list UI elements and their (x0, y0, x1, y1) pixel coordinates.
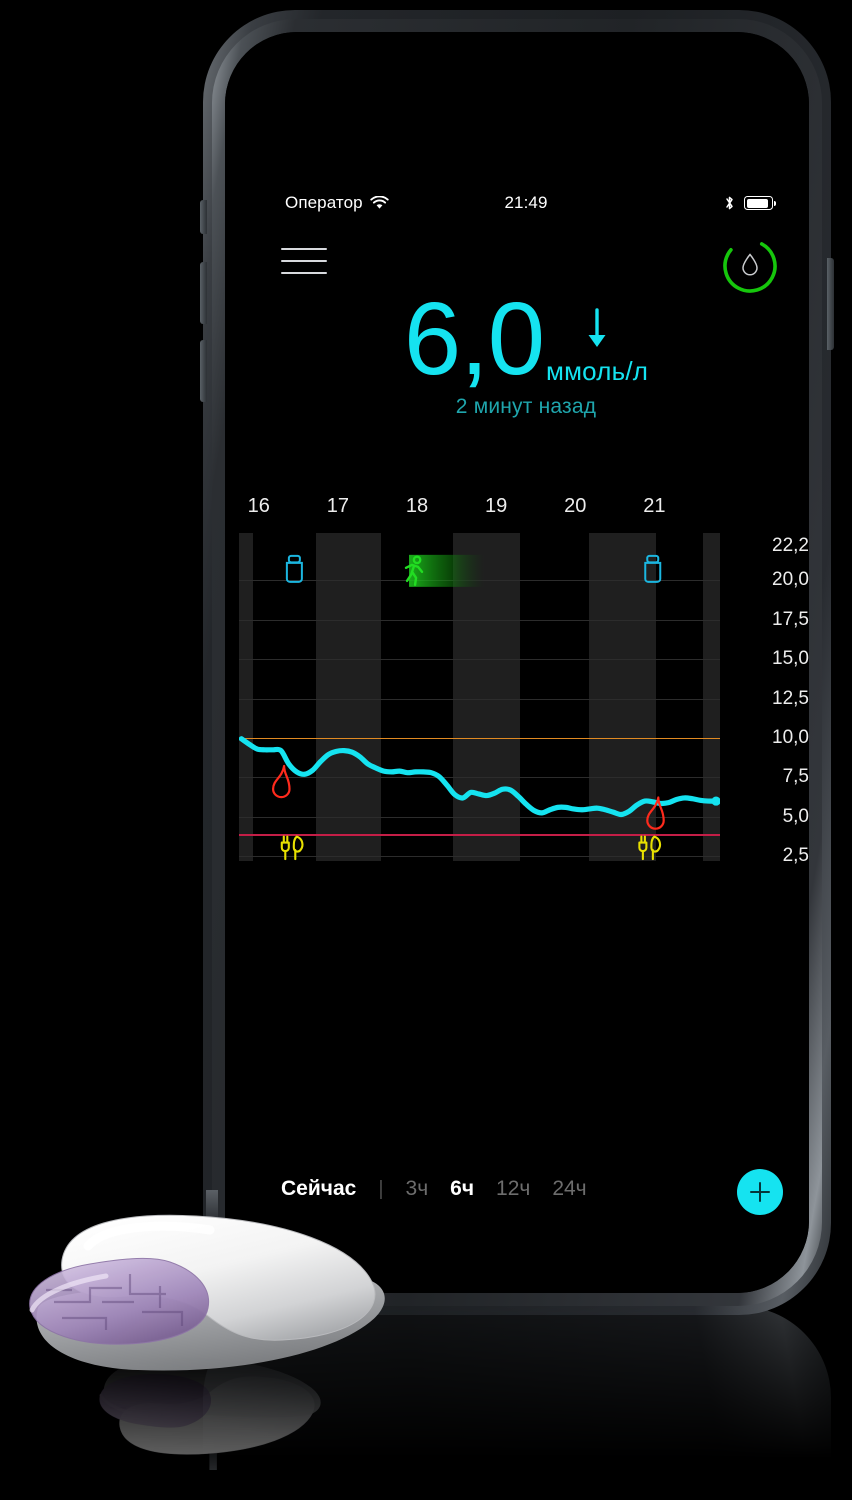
chart-svg (239, 554, 720, 861)
chart-y-axis: 22,2 20,0 17,5 15,0 12,5 10,0 7,5 5,0 2,5 (755, 517, 809, 867)
bluetooth-icon (726, 196, 733, 210)
range-button-24ч[interactable]: 24ч (552, 1177, 587, 1200)
volume-down-button[interactable] (200, 340, 207, 402)
x-tick-label: 20 (564, 495, 587, 517)
reading-age-label: 2 минут назад (455, 394, 597, 418)
sensor-transmitter-highlight (29, 1273, 109, 1313)
range-button-6ч[interactable]: 6ч (450, 1177, 475, 1200)
chart-plot-area[interactable] (239, 533, 720, 861)
glucose-line (239, 736, 719, 818)
chart-shaded-band (239, 533, 254, 861)
range-button-12ч[interactable]: 12ч (496, 1177, 531, 1200)
insulin-vial-icon (285, 554, 303, 583)
chart-shaded-band (703, 533, 720, 861)
app-screen: Оператор 21:49 (225, 32, 809, 1293)
carrier-label: Оператор (285, 193, 363, 212)
time-range-toolbar[interactable]: Сейчас | 3ч 6ч 12ч 24ч (281, 1177, 609, 1201)
y-tick-label: 10,0 (772, 727, 809, 748)
reading-row: 6,0 ммоль/л (225, 281, 809, 396)
chart-shaded-band (315, 533, 382, 861)
threshold-line-high (239, 738, 720, 740)
insulin-vial-icon (644, 554, 662, 583)
fork-knife-icon (280, 835, 304, 861)
range-now-button[interactable]: Сейчас (281, 1177, 357, 1200)
chart-x-axis: 16 17 18 19 20 21 (225, 487, 809, 527)
y-tick-label: 20,0 (772, 569, 809, 591)
glucose-value: 6,0 (403, 281, 545, 396)
y-tick-label: 22,2 (772, 534, 809, 556)
sensor-transmitter (29, 1257, 210, 1345)
blood-drop-marker (271, 764, 291, 799)
status-bar-left: Оператор (285, 193, 389, 213)
droplet-icon (742, 253, 758, 276)
phone-bezel: Оператор 21:49 (212, 19, 822, 1306)
chart-gridline (239, 619, 720, 621)
sensor-highlight (83, 1221, 215, 1251)
range-button-3ч[interactable]: 3ч (405, 1177, 429, 1200)
status-bar-time: 21:49 (504, 193, 548, 212)
chart-gridline (239, 856, 720, 858)
current-reading-dot (711, 796, 720, 806)
phone-screen: Оператор 21:49 (225, 32, 809, 1293)
phone-device: Оператор 21:49 (200, 10, 834, 1315)
y-tick-label: 2,5 (782, 845, 809, 867)
y-tick-label: 7,5 (782, 766, 809, 788)
y-tick-label: 15,0 (772, 648, 809, 670)
sensor-status-button[interactable] (719, 235, 781, 297)
blood-drop-marker (646, 796, 665, 830)
sensor-antenna (206, 1190, 218, 1225)
cgm-sensor-image (29, 1190, 385, 1371)
glucose-chart[interactable]: 16 17 18 19 20 21 22,2 20,0 17,5 15,0 12,5 10,0 7,5… (225, 487, 809, 867)
chart-gridline (239, 777, 720, 779)
x-tick-label: 16 (247, 495, 270, 517)
y-tick-label: 12,5 (772, 687, 809, 709)
status-bar: Оператор 21:49 (225, 190, 809, 216)
running-person-icon (404, 555, 424, 587)
x-tick-label: 17 (326, 495, 349, 517)
x-tick-label: 19 (484, 495, 508, 517)
battery-fill (746, 198, 769, 208)
fork-knife-icon (638, 835, 662, 861)
hamburger-menu-icon[interactable] (281, 246, 327, 280)
battery-icon (744, 196, 776, 210)
volume-up-button[interactable] (200, 262, 207, 324)
status-bar-right (724, 195, 776, 211)
threshold-line-low (239, 834, 720, 836)
cgm-sensor-reflection (10, 1330, 420, 1470)
sensor-progress-ring (723, 239, 777, 293)
glucose-unit-label: ммоль/л (546, 356, 649, 386)
toolbar-separator: | (378, 1177, 384, 1200)
mute-switch[interactable] (200, 200, 207, 234)
chart-gridline (239, 816, 720, 818)
nav-bar (225, 232, 809, 304)
current-reading-block: 6,0 ммоль/л 2 минут назад (225, 281, 809, 419)
reading-side: ммоль/л (546, 290, 648, 387)
chart-gridline (239, 659, 720, 661)
x-tick-label: 21 (643, 495, 666, 517)
x-tick-label: 18 (405, 495, 429, 517)
wifi-icon (370, 196, 389, 209)
chart-shaded-band (452, 533, 520, 861)
power-button[interactable] (827, 258, 834, 350)
arrow-down-icon (588, 308, 606, 347)
add-entry-button[interactable] (737, 1169, 783, 1215)
y-tick-label: 5,0 (782, 805, 809, 827)
chart-gridline (239, 698, 720, 700)
y-tick-label: 17,5 (772, 608, 809, 630)
